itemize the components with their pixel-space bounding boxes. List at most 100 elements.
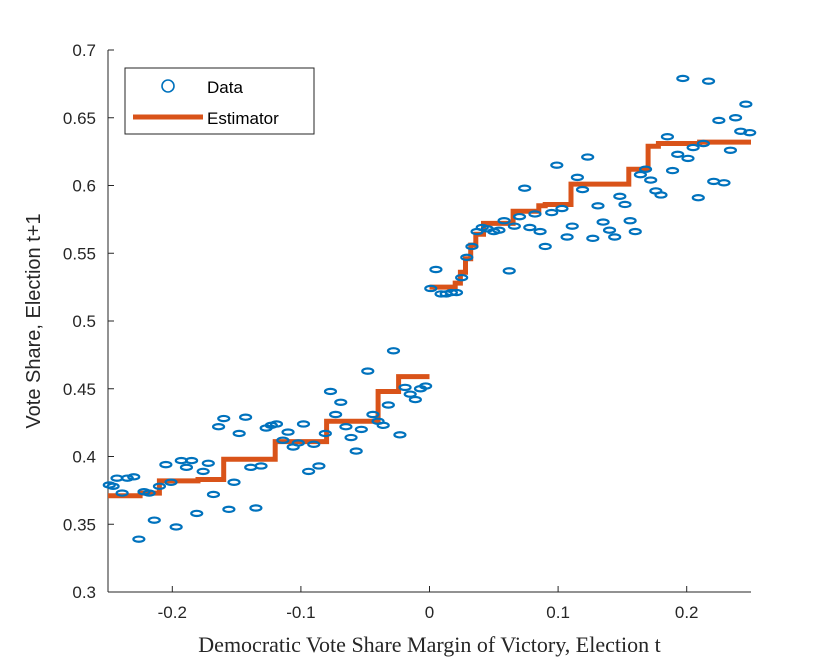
data-point	[408, 395, 422, 404]
y-axis-ticks: 0.3 0.35 0.4 0.45 0.5 0.55 0.6 0.65 0.7	[63, 41, 114, 602]
data-point	[354, 425, 368, 434]
data-point	[132, 535, 146, 543]
data-point	[608, 233, 622, 241]
data-point	[184, 456, 199, 465]
data-point	[159, 460, 173, 469]
data-point	[602, 226, 617, 234]
data-point	[455, 273, 469, 282]
data-point	[206, 490, 221, 499]
x-axis-ticks: -0.2 -0.1 0 0.1 0.2	[158, 586, 699, 622]
data-point	[349, 447, 363, 455]
data-point	[596, 218, 610, 226]
data-point	[623, 217, 637, 225]
data-point	[528, 210, 542, 218]
data-point	[381, 401, 395, 409]
data-point	[586, 234, 600, 243]
data-point	[701, 77, 716, 85]
data-point	[460, 253, 474, 262]
data-point	[550, 161, 564, 169]
x-tick-label: 0.2	[675, 603, 699, 622]
data-point	[152, 482, 167, 491]
data-point	[269, 420, 284, 428]
data-point	[581, 153, 595, 161]
data-point	[696, 139, 711, 148]
data-series	[102, 74, 757, 543]
data-point	[492, 226, 506, 234]
data-point	[142, 489, 156, 497]
data-point	[217, 414, 231, 423]
data-point	[665, 166, 680, 175]
data-point	[560, 233, 574, 241]
data-point	[691, 193, 705, 202]
data-point	[717, 179, 731, 187]
data-point	[334, 398, 348, 406]
data-point	[419, 382, 433, 390]
data-point	[424, 284, 438, 293]
data-point	[106, 482, 120, 491]
data-point	[518, 184, 532, 192]
data-point	[565, 222, 579, 230]
data-point	[222, 505, 236, 514]
data-point	[276, 436, 290, 444]
data-point	[633, 170, 648, 179]
data-point	[533, 227, 547, 236]
data-point	[618, 200, 632, 209]
data-point	[302, 467, 316, 476]
legend-data-marker	[161, 79, 175, 93]
data-point	[376, 421, 390, 430]
data-point	[523, 223, 537, 232]
data-point	[613, 192, 627, 201]
data-point	[575, 185, 590, 194]
data-point	[254, 462, 268, 470]
data-point	[211, 422, 226, 431]
data-point	[628, 227, 642, 236]
data-point	[329, 410, 343, 419]
data-point	[686, 143, 700, 152]
data-point	[398, 383, 412, 392]
data-point	[545, 208, 559, 217]
data-point	[671, 150, 685, 159]
data-point	[281, 428, 295, 436]
data-point	[393, 431, 407, 439]
data-point	[312, 462, 326, 470]
data-point	[502, 267, 516, 275]
estimator-line	[108, 374, 430, 499]
y-tick-label: 0.65	[63, 109, 96, 128]
data-point	[169, 523, 183, 531]
y-tick-label: 0.35	[63, 515, 96, 534]
x-tick-label: -0.2	[158, 603, 187, 622]
estimator-series	[108, 139, 751, 499]
data-point	[307, 440, 321, 449]
y-tick-label: 0.5	[72, 312, 96, 331]
data-point	[654, 191, 668, 199]
data-point	[179, 463, 194, 472]
legend-box	[124, 67, 315, 135]
x-tick-label: 0.1	[546, 603, 570, 622]
data-point	[497, 217, 511, 225]
data-point	[644, 176, 658, 184]
y-tick-label: 0.3	[72, 583, 96, 602]
x-axis-label: Democratic Vote Share Margin of Victory,…	[198, 632, 660, 657]
legend-label-data: Data	[207, 78, 243, 97]
data-point	[120, 474, 134, 482]
data-point	[239, 413, 253, 421]
data-point	[512, 212, 527, 221]
data-point	[676, 74, 690, 83]
data-point	[361, 367, 375, 375]
data-point	[227, 478, 241, 486]
data-point	[638, 165, 653, 173]
data-point	[339, 422, 353, 431]
y-tick-label: 0.45	[63, 380, 96, 399]
data-point	[318, 429, 332, 438]
x-tick-label: 0	[425, 603, 434, 622]
legend: Data Estimator	[124, 67, 315, 135]
data-point	[201, 459, 215, 467]
data-point	[743, 128, 757, 137]
data-point	[723, 146, 738, 154]
data-point	[296, 420, 311, 428]
y-tick-label: 0.55	[63, 244, 96, 263]
data-point	[660, 133, 675, 141]
y-axis-label: Vote Share, Election t+1	[23, 213, 45, 428]
data-point	[555, 204, 569, 213]
legend-label-estimator: Estimator	[207, 109, 279, 128]
